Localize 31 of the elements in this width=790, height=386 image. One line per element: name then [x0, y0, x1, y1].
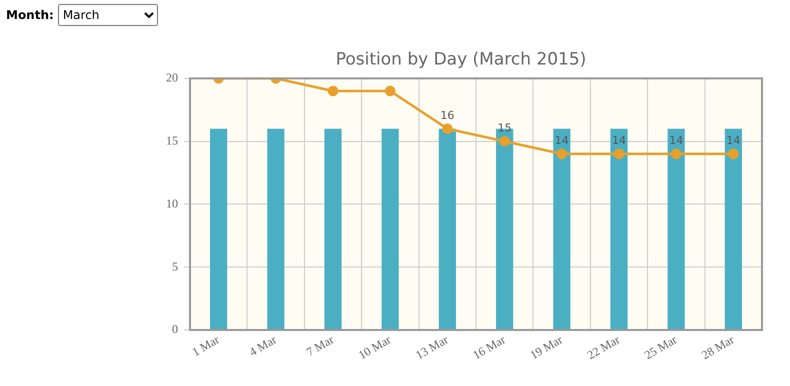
x-tick-label: 28 Mar [699, 332, 736, 362]
data-label: 14 [554, 134, 569, 148]
data-label: 14 [726, 134, 740, 148]
y-tick-label: 20 [166, 70, 178, 85]
point [442, 123, 453, 134]
point [670, 148, 682, 160]
x-tick-label: 16 Mar [470, 332, 508, 362]
x-tick-label: 10 Mar [356, 332, 394, 362]
point [384, 86, 396, 96]
point [328, 86, 338, 96]
data-label: 14 [669, 134, 684, 148]
x-tick-label: 22 Mar [584, 332, 622, 362]
point [614, 148, 624, 160]
y-tick-label: 5 [172, 259, 178, 274]
y-tick-label: 10 [166, 196, 178, 210]
point [728, 148, 739, 160]
chart-title: Position by Day (March 2015) [336, 50, 586, 70]
x-tick-label: 7 Mar [304, 332, 336, 360]
x-tick-label: 4 Mar [246, 332, 279, 360]
y-tick-label: 0 [172, 322, 178, 336]
data-label: 14 [612, 134, 626, 148]
x-tick-label: 25 Mar [642, 332, 680, 362]
x-tick-label: 13 Mar [413, 332, 450, 362]
x-tick-label: 19 Mar [528, 332, 565, 362]
point [556, 148, 568, 160]
y-tick-label: 15 [166, 133, 178, 148]
x-tick-label: 1 Mar [190, 332, 222, 360]
text: Month: [6, 8, 54, 22]
month-select: March [58, 4, 158, 26]
data-label: 16 [440, 109, 454, 122]
point [499, 136, 510, 147]
